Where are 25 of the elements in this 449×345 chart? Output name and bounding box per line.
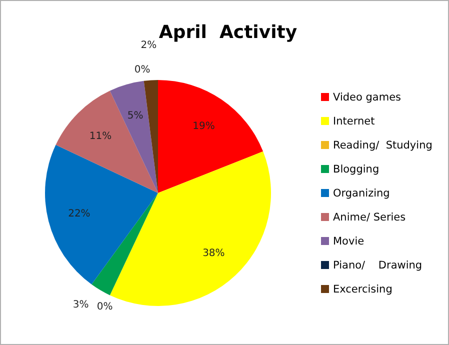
data-label: 22% <box>68 208 90 220</box>
legend-label: Excercising <box>333 284 392 296</box>
chart-title: April Activity <box>158 22 298 43</box>
legend-label: Piano/ Drawing <box>333 260 422 272</box>
legend-label: Blogging <box>333 164 380 176</box>
data-label: 3% <box>72 300 89 311</box>
pie-slice <box>56 90 158 193</box>
data-label: 11% <box>89 130 112 142</box>
pie-slice <box>45 144 158 284</box>
legend-label: Video games <box>333 92 402 104</box>
data-label: 5% <box>127 110 144 122</box>
data-label: 19% <box>192 121 215 132</box>
legend-label: Reading/ Studying <box>333 140 432 152</box>
pie-slice <box>92 193 158 296</box>
pie-slice <box>144 80 158 193</box>
legend-label: Movie <box>333 236 364 248</box>
data-label: 2% <box>140 40 157 51</box>
text: 0% <box>96 302 113 313</box>
legend-label: Organizing <box>333 188 390 200</box>
text: 0% <box>134 64 150 76</box>
pie-slice <box>158 80 264 193</box>
legend-label: Internet <box>333 116 375 128</box>
legend-label: Anime/ Series <box>333 212 406 224</box>
data-label: 38% <box>202 248 225 259</box>
pie-slice <box>110 80 158 193</box>
